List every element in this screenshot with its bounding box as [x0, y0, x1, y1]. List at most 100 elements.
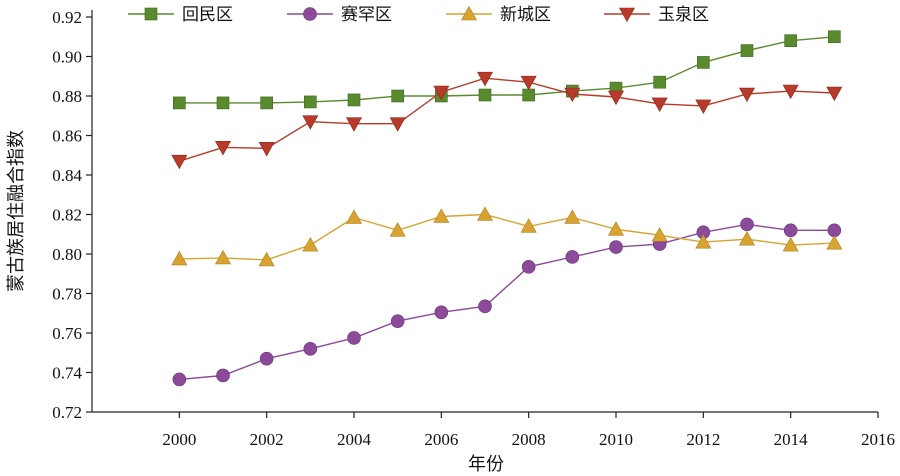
x-tick-label: 2000 — [162, 430, 196, 449]
data-point — [172, 372, 187, 387]
legend-item: 赛罕区 — [287, 4, 392, 25]
series-2 — [172, 217, 842, 387]
data-point — [259, 351, 274, 366]
legend-marker — [460, 5, 478, 21]
data-point — [345, 209, 363, 224]
data-point — [520, 218, 537, 233]
data-point — [695, 234, 712, 249]
data-point — [389, 117, 406, 132]
data-point — [653, 75, 666, 89]
y-tick-label: 0.76 — [52, 324, 82, 343]
data-point — [347, 93, 361, 107]
data-point — [784, 34, 797, 48]
data-point — [740, 44, 754, 57]
legend-marker — [618, 7, 636, 23]
series-3 — [171, 206, 843, 267]
legend-marker — [303, 7, 317, 21]
x-ticks: 2000 2002 2004 2006 2008 2010 2012 2014 2016 — [162, 412, 895, 449]
series-layer — [171, 30, 843, 387]
data-point — [258, 251, 275, 267]
data-point — [347, 331, 361, 345]
data-point — [304, 95, 317, 109]
series-4 — [171, 71, 843, 170]
data-point — [391, 89, 404, 103]
data-point — [651, 97, 668, 113]
data-point — [783, 223, 798, 238]
data-point — [216, 368, 230, 383]
data-point — [828, 30, 841, 44]
data-point — [522, 88, 535, 102]
y-tick-label: 0.92 — [52, 8, 82, 27]
series-line — [179, 223, 835, 381]
data-point — [564, 209, 581, 224]
data-point — [260, 96, 273, 110]
data-point — [345, 117, 363, 132]
legend-label: 玉泉区 — [658, 5, 709, 25]
data-point — [740, 217, 754, 232]
x-tick-label: 2002 — [250, 430, 284, 449]
legend-marker — [144, 7, 158, 21]
data-point — [171, 250, 188, 266]
data-point — [171, 154, 188, 170]
x-tick-label: 2006 — [424, 430, 458, 449]
legend: 回民区 赛罕区 新城区 玉泉区 — [128, 4, 709, 25]
data-point — [434, 305, 449, 320]
y-ticks: 0.72 0.74 0.76 0.78 0.80 0.82 0.84 0.86 0.88 0.90… — [52, 8, 92, 422]
data-point — [697, 56, 710, 69]
data-point — [303, 341, 318, 356]
x-tick-label: 2014 — [774, 430, 809, 449]
y-tick-label: 0.78 — [52, 285, 82, 304]
data-point — [651, 227, 668, 242]
y-tick-label: 0.86 — [52, 127, 82, 146]
x-tick-label: 2008 — [512, 430, 546, 449]
y-tick-label: 0.72 — [52, 403, 82, 422]
data-point — [478, 299, 492, 314]
data-point — [520, 75, 537, 91]
x-tick-label: 2012 — [686, 430, 720, 449]
legend-item: 回民区 — [128, 5, 233, 25]
data-point — [609, 240, 623, 254]
data-point — [216, 96, 230, 110]
data-point — [433, 208, 450, 223]
legend-item: 玉泉区 — [604, 5, 709, 25]
series-line — [179, 77, 835, 162]
data-point — [695, 99, 712, 114]
data-point — [258, 142, 275, 157]
y-tick-label: 0.80 — [52, 245, 82, 264]
y-axis-title: 蒙古族居住融合指数 — [6, 130, 27, 292]
data-point — [738, 87, 756, 103]
x-tick-label: 2004 — [337, 430, 372, 449]
series-line — [179, 213, 835, 261]
data-point — [521, 260, 536, 274]
data-point — [302, 115, 319, 130]
data-point — [607, 221, 625, 236]
y-tick-label: 0.90 — [52, 48, 82, 67]
series-1 — [173, 30, 841, 110]
legend-label: 新城区 — [500, 5, 551, 25]
data-point — [564, 87, 581, 103]
data-point — [738, 231, 756, 246]
legend-item: 新城区 — [446, 5, 551, 25]
data-point — [607, 90, 625, 106]
data-point — [565, 250, 580, 264]
y-tick-label: 0.74 — [52, 364, 82, 383]
data-point — [173, 96, 186, 110]
data-point — [782, 84, 799, 100]
data-point — [214, 249, 232, 265]
data-point — [389, 222, 406, 237]
legend-label: 赛罕区 — [341, 4, 392, 25]
data-point — [826, 235, 843, 250]
data-point — [478, 88, 492, 102]
data-point — [433, 85, 450, 101]
legend-label: 回民区 — [182, 5, 233, 25]
y-tick-label: 0.88 — [52, 87, 82, 106]
x-tick-label: 2010 — [599, 430, 633, 449]
data-point — [302, 236, 319, 252]
x-tick-label: 2016 — [861, 430, 895, 449]
data-point — [476, 206, 494, 221]
axes — [91, 10, 878, 413]
series-line — [179, 36, 835, 104]
data-point — [826, 86, 843, 102]
